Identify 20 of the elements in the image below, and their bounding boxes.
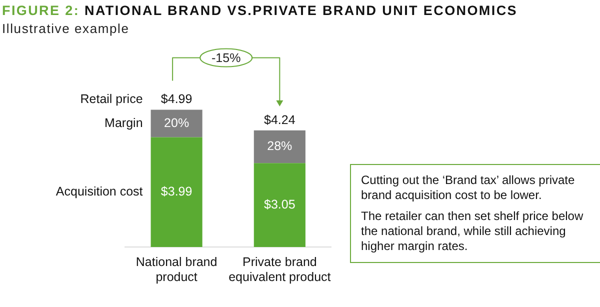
total-label: $4.24	[264, 112, 296, 127]
data-label: $3.05	[264, 198, 296, 212]
total-label: $4.99	[160, 92, 192, 106]
annotation: 28%	[267, 139, 292, 154]
text: The retailer can then set shelf price below the national brand, while still achieving higher margin rates.	[361, 209, 584, 254]
text: Retail price	[80, 92, 143, 106]
text: Cutting out the ‘Brand tax’ allows private brand acquisition cost to be lower.	[361, 173, 576, 203]
chart-subtitle: Illustrative example	[2, 21, 130, 36]
series-label: Acquisition cost	[56, 184, 144, 199]
data-label: $3.99	[160, 184, 192, 199]
x-tick-label: National brand product	[136, 254, 218, 284]
bar	[150, 110, 202, 138]
chart-title: FIGURE 2: NATIONAL BRAND VS.PRIVATE BRAND UNIT ECONOMICS	[2, 3, 518, 18]
x-tick-label: Private brand equivalent product	[228, 254, 332, 284]
bar	[254, 130, 306, 164]
annotation: 20%	[164, 116, 190, 130]
bar	[150, 137, 202, 247]
series-label: Margin	[104, 116, 143, 130]
bar	[254, 163, 306, 247]
text: -15%	[212, 51, 241, 66]
